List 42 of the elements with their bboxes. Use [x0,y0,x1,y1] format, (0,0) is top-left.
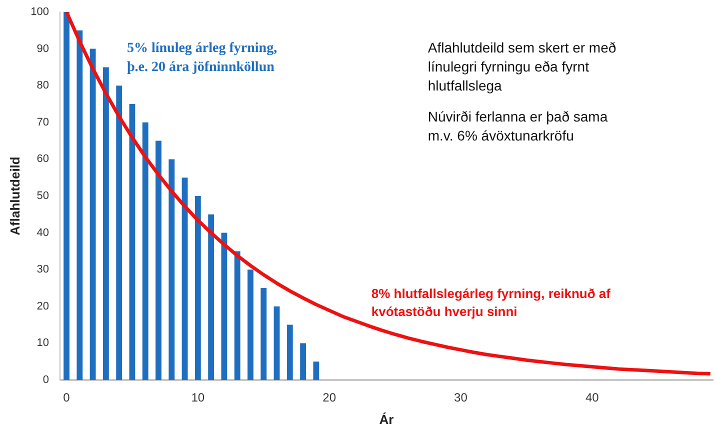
y-tick-label: 60 [36,153,49,166]
bar [76,30,83,380]
x-tick-label: 40 [585,390,600,405]
bar [313,362,320,380]
bar [129,104,136,380]
bar [116,86,122,380]
bar [286,324,293,380]
bar [248,270,254,380]
series-label: 5% línuleg árleg fyrning, þ.e. 20 ára jöfninnköllun [126,41,278,76]
y-tick-label: 30 [36,264,49,276]
bar [260,288,267,380]
bar [142,122,148,380]
bar [300,343,306,380]
y-tick-label: 70 [36,116,49,128]
bar [156,140,162,380]
bar [221,232,228,380]
bar [102,67,109,380]
annotation: Aflahlutdeild sem skert er með línulegri fyrningu eða fyrnt hlutfallslega [428,39,616,94]
annotation: Núvirði ferlanna er það sama m.v. 6% ávöxtunarkröfu [428,108,608,144]
series-label: 8% hlutfallslegárleg fyrning, reiknuð af kvótastöðu hverju sinni [371,286,612,320]
x-tick-label: 20 [322,390,336,405]
bar [274,306,280,380]
bar [168,159,175,380]
y-tick-label: 50 [36,190,49,202]
bar [208,214,214,380]
y-axis-title: Aflahlutdeild [7,156,22,236]
x-tick-label: 10 [191,390,205,405]
bar [234,251,240,380]
y-tick-label: 100 [30,6,49,18]
y-tick-label: 10 [36,337,49,350]
x-tick-label: 30 [454,390,468,405]
y-tick-label: 90 [36,42,49,55]
y-tick-label: 0 [42,374,49,386]
y-tick-label: 40 [36,226,49,239]
bar [90,48,96,380]
y-tick-label: 20 [36,300,49,312]
y-tick-label: 80 [36,80,49,92]
bar [64,12,70,380]
bar [182,178,188,380]
bar [194,196,201,380]
x-axis-title: Ár [379,412,394,427]
x-tick-label: 0 [63,390,70,405]
